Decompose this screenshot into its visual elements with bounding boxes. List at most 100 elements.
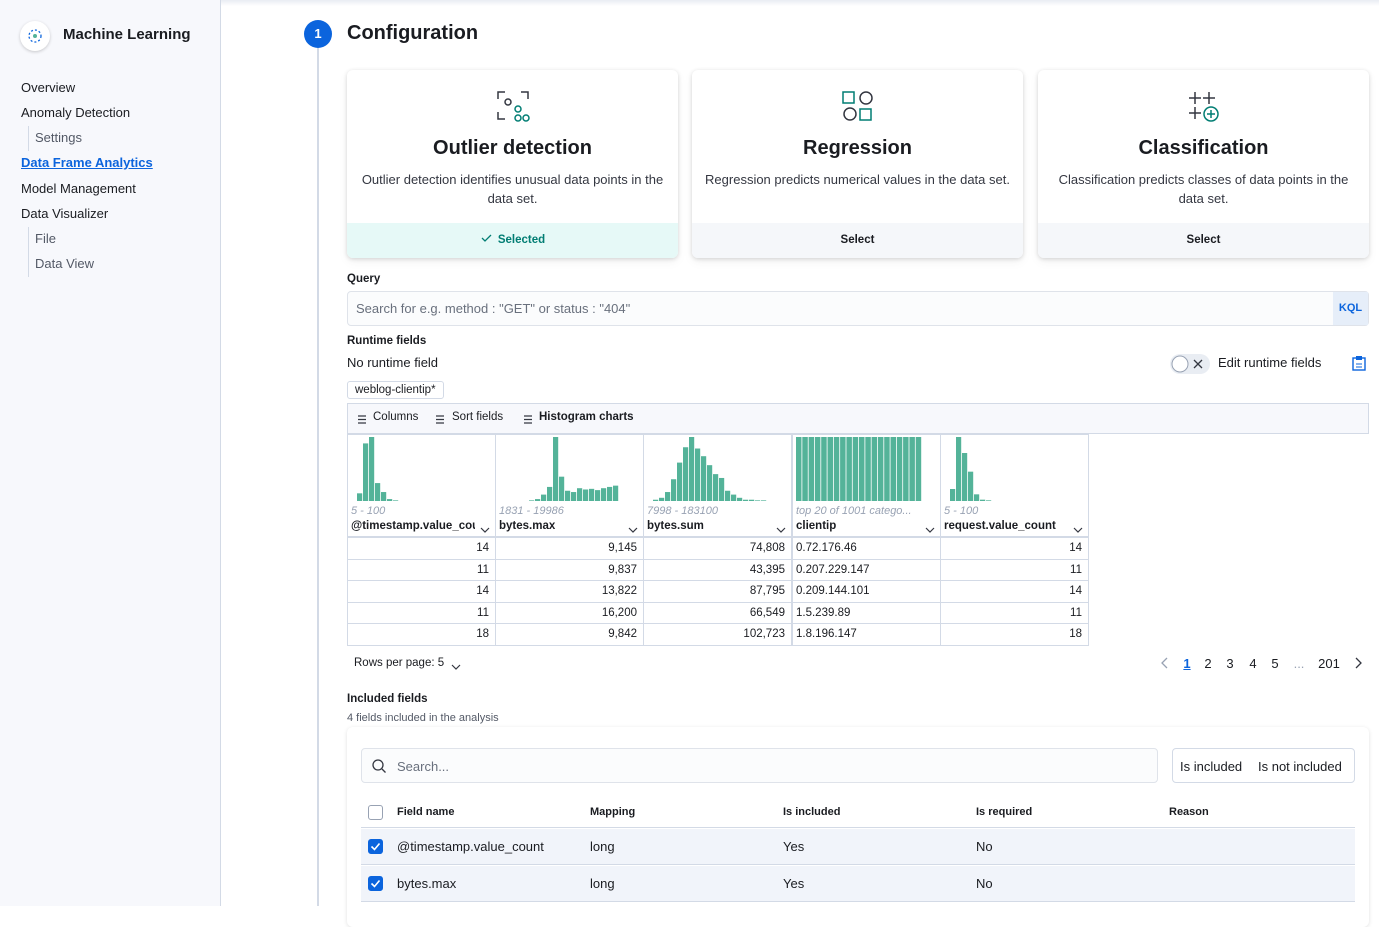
page-link[interactable]: 5 [1271, 656, 1279, 671]
select-all-checkbox[interactable] [368, 805, 383, 820]
card-icon [496, 90, 530, 125]
card[interactable]: Regression Regression predicts numerical … [692, 70, 1023, 258]
card-footer: Selected [347, 223, 678, 258]
nav-item[interactable]: Anomaly Detection [21, 105, 131, 120]
runtime-toggle[interactable] [1170, 354, 1210, 374]
card-action[interactable]: Select [840, 234, 875, 246]
toolbar-button[interactable]: Histogram charts [539, 411, 634, 423]
next-page[interactable] [1355, 657, 1363, 672]
page-link[interactable]: 201 [1318, 656, 1340, 671]
row-checkbox[interactable] [368, 876, 383, 891]
nav-indent [28, 252, 29, 277]
toolbar-button[interactable]: Columns [373, 411, 419, 423]
page-link[interactable]: 1 [1183, 656, 1191, 671]
column-menu[interactable] [925, 522, 935, 537]
grid-cell: 0.209.144.101 [796, 585, 870, 598]
rows-per-page[interactable]: Rows per page: 5 [354, 657, 445, 669]
column-menu[interactable] [1073, 522, 1083, 537]
table-cell: @timestamp.value_count [397, 839, 544, 854]
grid-cell: 14 [1069, 585, 1082, 598]
table-header[interactable]: Reason [1169, 806, 1209, 818]
nav-item[interactable]: Data Visualizer [21, 206, 109, 221]
copy-icon[interactable] [1352, 355, 1366, 374]
filter-button[interactable]: Is not included [1258, 759, 1342, 774]
column-menu[interactable] [628, 522, 638, 537]
card-action[interactable]: Selected [347, 223, 678, 258]
grid-cell: 9,842 [608, 628, 637, 641]
nav-indent [28, 126, 29, 151]
check-icon [481, 234, 492, 242]
card-description: Regression predicts numerical values in … [705, 172, 1010, 187]
kql-badge[interactable]: KQL [1333, 292, 1368, 325]
column-name[interactable]: request.value_count [944, 520, 1056, 532]
card[interactable]: Classification Classification predicts cl… [1038, 70, 1369, 258]
table-header[interactable]: Mapping [590, 806, 636, 818]
table-cell: long [590, 876, 615, 891]
field-search[interactable]: Search... [361, 748, 1158, 783]
histogram-bar [387, 499, 393, 501]
table-header[interactable]: Is included [783, 806, 841, 818]
histogram [950, 437, 992, 501]
histogram-bar [909, 437, 915, 501]
grid-toolbar [347, 403, 1369, 434]
card-title: Outlier detection [433, 137, 592, 159]
histogram [529, 437, 619, 501]
query-input[interactable]: Search for e.g. method : "GET" or status… [347, 291, 1369, 326]
nav-item[interactable]: Settings [35, 130, 82, 145]
runtime-toggle-label: Edit runtime fields [1218, 355, 1322, 370]
histogram-bar [896, 437, 903, 501]
filter-button[interactable]: Is included [1180, 759, 1243, 774]
column-name[interactable]: bytes.sum [647, 520, 704, 532]
grid-cell: 14 [476, 585, 489, 598]
grid-cell: 1.5.239.89 [796, 606, 851, 619]
card[interactable]: Outlier detection Outlier detection ident… [347, 70, 678, 258]
histogram-bar [677, 462, 683, 501]
grid-cell: 87,795 [749, 585, 785, 598]
column-name[interactable]: clientip [796, 520, 837, 532]
page-link[interactable]: 4 [1249, 656, 1257, 671]
histogram-bar [707, 465, 713, 501]
row-checkbox[interactable] [368, 839, 383, 854]
histogram-bar [689, 437, 695, 501]
histogram-bar [871, 437, 878, 501]
grid-cell: 102,723 [743, 628, 785, 641]
index-badge: weblog-clientip* [347, 381, 444, 399]
nav-item[interactable]: Data View [35, 256, 95, 271]
card-action[interactable]: Select [1186, 234, 1221, 246]
histogram [653, 437, 767, 501]
column-name[interactable]: @timestamp.value_count [351, 520, 475, 532]
nav-item[interactable]: Data Frame Analytics [21, 155, 153, 170]
nav-item[interactable]: Overview [21, 80, 76, 95]
histogram-bar [761, 500, 767, 501]
grid-cell: 16,200 [601, 606, 637, 619]
column-menu[interactable] [776, 522, 786, 537]
histogram-bar [601, 488, 607, 501]
column-name[interactable]: bytes.max [499, 520, 556, 532]
column-menu[interactable] [480, 522, 490, 537]
table-header[interactable]: Field name [397, 806, 455, 818]
card-description: Classification predicts classes of data … [1058, 172, 1349, 206]
page-link[interactable]: 3 [1226, 656, 1234, 671]
histogram-bar [553, 437, 559, 501]
histogram-bar [583, 489, 589, 501]
nav-item[interactable]: Model Management [21, 181, 136, 196]
table-header[interactable]: Is required [976, 806, 1033, 818]
histogram-bar [865, 437, 871, 501]
histogram-bar [535, 499, 541, 501]
runtime-value: No runtime field [347, 355, 439, 370]
page-link[interactable]: 2 [1204, 656, 1212, 671]
histogram-bar [725, 490, 731, 501]
histogram-bar [571, 492, 577, 501]
table-cell: bytes.max [397, 876, 457, 891]
top-shadow [221, 0, 1379, 6]
histogram-bar [743, 499, 749, 501]
logo [20, 21, 50, 51]
histogram-bar [737, 497, 743, 501]
histogram-bar [559, 476, 565, 501]
nav-item[interactable]: File [35, 231, 56, 246]
toolbar-button[interactable]: Sort fields [452, 411, 504, 423]
histogram-bar [363, 443, 369, 501]
page-link[interactable]: ... [1293, 656, 1305, 671]
histogram-bar [589, 488, 595, 501]
histogram-bar [962, 453, 968, 501]
